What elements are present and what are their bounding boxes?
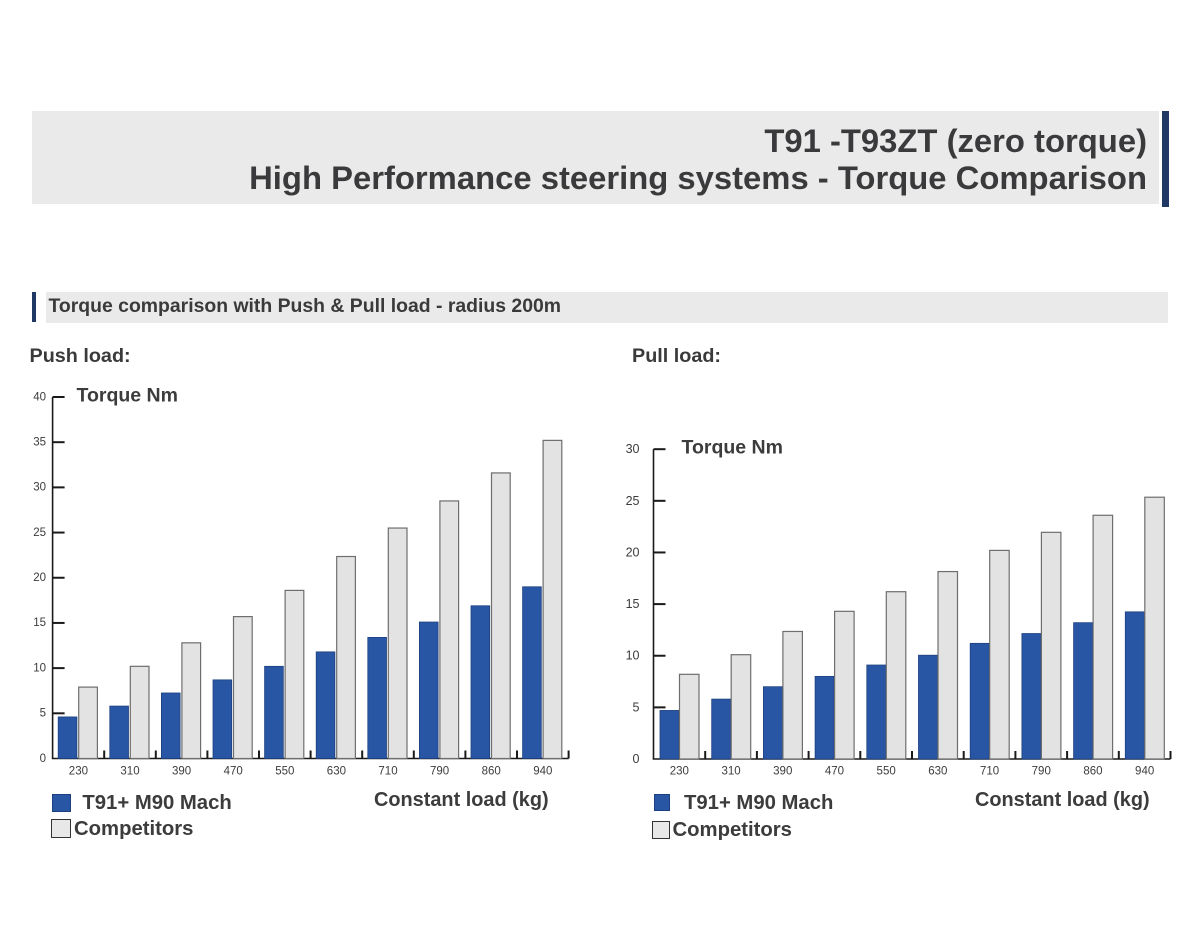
svg-text:710: 710 [378,765,397,777]
svg-text:310: 310 [721,765,740,777]
svg-text:940: 940 [1135,765,1154,777]
svg-text:790: 790 [1032,765,1051,777]
svg-text:0: 0 [40,753,46,765]
svg-text:5: 5 [633,700,640,714]
svg-text:230: 230 [670,765,689,777]
svg-text:15: 15 [626,597,640,611]
svg-text:0: 0 [633,752,640,766]
svg-text:30: 30 [33,482,46,494]
svg-text:630: 630 [928,765,947,777]
svg-text:310: 310 [120,765,139,777]
svg-text:940: 940 [533,765,552,777]
svg-text:10: 10 [33,662,46,674]
svg-text:25: 25 [626,494,640,508]
svg-text:390: 390 [172,765,191,777]
svg-text:470: 470 [825,765,844,777]
svg-text:860: 860 [1083,765,1102,777]
svg-text:470: 470 [224,765,243,777]
svg-text:550: 550 [877,765,896,777]
svg-text:30: 30 [626,442,640,456]
svg-text:790: 790 [430,765,449,777]
svg-text:25: 25 [33,527,46,539]
svg-text:Torque Nm: Torque Nm [682,437,783,459]
svg-text:Torque Nm: Torque Nm [77,385,178,407]
svg-text:630: 630 [327,765,346,777]
svg-text:860: 860 [482,765,501,777]
svg-text:390: 390 [773,765,792,777]
svg-text:20: 20 [33,572,46,584]
svg-text:5: 5 [40,708,46,720]
svg-text:230: 230 [69,765,88,777]
svg-text:15: 15 [33,617,46,629]
svg-text:10: 10 [626,649,640,663]
svg-text:40: 40 [33,391,46,403]
svg-text:710: 710 [980,765,999,777]
svg-text:20: 20 [626,545,640,559]
svg-text:35: 35 [33,436,46,448]
svg-text:550: 550 [275,765,294,777]
